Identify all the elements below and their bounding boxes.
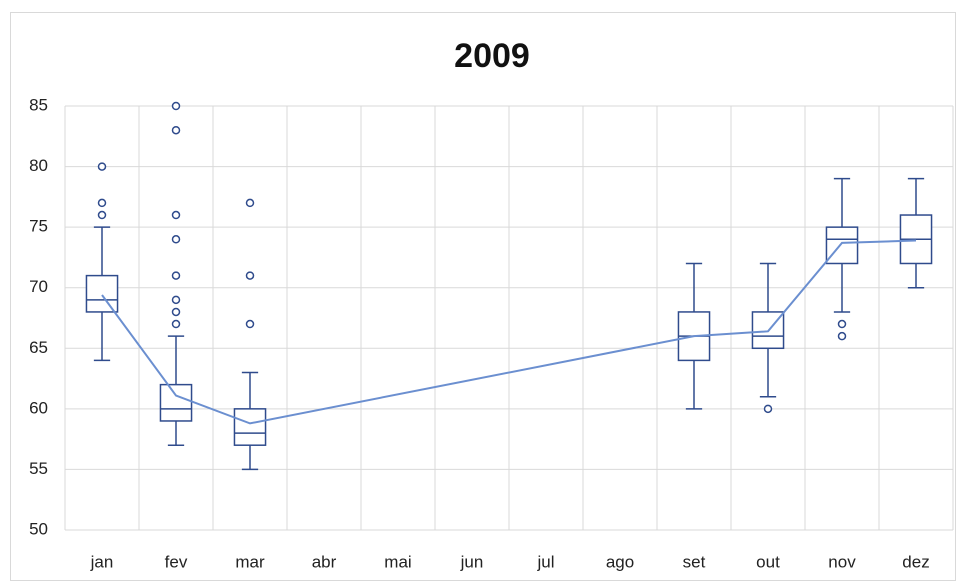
box	[85, 274, 119, 313]
mean-line	[101, 239, 917, 425]
y-tick-label: 80	[29, 156, 48, 175]
chart-title: 2009	[454, 37, 530, 75]
x-tick-label: nov	[828, 552, 856, 571]
outlier	[171, 307, 181, 317]
chart-frame	[10, 12, 956, 581]
y-tick-label: 50	[29, 519, 48, 538]
box	[159, 383, 193, 422]
outlier	[245, 319, 255, 329]
x-tick-label: mar	[235, 552, 265, 571]
x-tick-label: jun	[460, 552, 484, 571]
y-tick-label: 75	[29, 217, 48, 236]
outlier	[171, 210, 181, 220]
outlier	[171, 295, 181, 305]
outlier	[171, 271, 181, 280]
x-tick-label: jul	[536, 552, 554, 571]
x-tick-label: dez	[902, 552, 929, 571]
outlier	[171, 125, 181, 135]
outlier	[97, 198, 107, 208]
outlier	[245, 198, 255, 208]
x-tick-label: jan	[90, 552, 114, 571]
x-tick-label: out	[756, 552, 780, 571]
x-tick-label: set	[683, 552, 706, 571]
y-tick-label: 55	[29, 459, 48, 478]
y-tick-label: 85	[29, 95, 48, 114]
outlier	[97, 210, 107, 220]
y-tick-label: 70	[29, 277, 48, 296]
x-tick-label: abr	[312, 552, 337, 571]
box	[233, 408, 267, 446]
outlier	[171, 101, 181, 111]
outlier	[837, 319, 847, 329]
x-tick-label: mai	[384, 552, 411, 571]
y-tick-label: 60	[29, 398, 48, 417]
box	[825, 226, 859, 265]
x-tick-label: ago	[606, 552, 634, 571]
x-tick-label: fev	[165, 552, 188, 571]
outlier	[171, 235, 181, 244]
outlier	[763, 404, 773, 414]
outlier	[245, 271, 255, 280]
outlier	[171, 319, 181, 329]
y-tick-label: 65	[29, 338, 48, 357]
outlier	[97, 162, 107, 171]
outlier	[837, 331, 847, 341]
